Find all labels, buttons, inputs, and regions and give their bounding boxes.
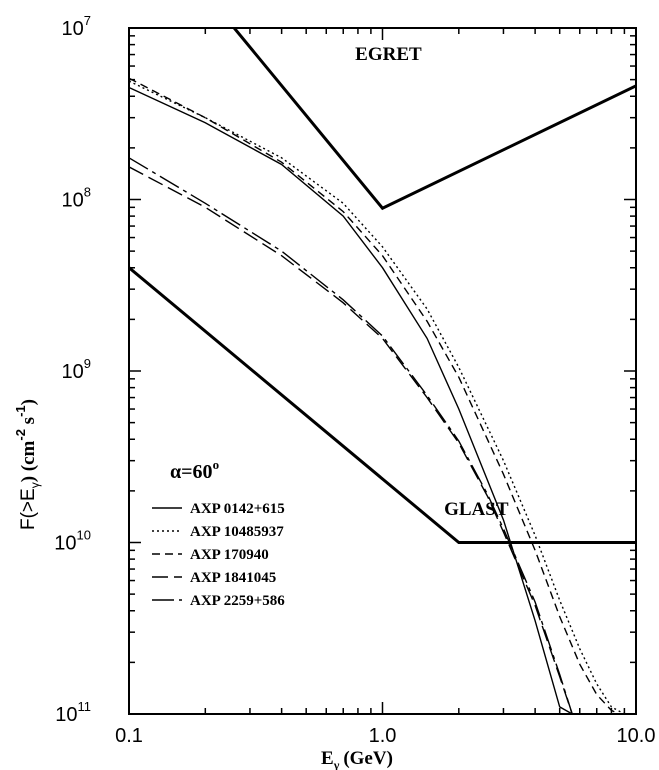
- y-tick-label: 107: [62, 13, 91, 40]
- x-tick-label: 0.1: [115, 725, 143, 747]
- x-axis-label: Eγ (GeV): [321, 748, 393, 770]
- series-line-4: [129, 166, 573, 714]
- sensitivity-layer: [129, 28, 636, 544]
- legend-title-sup: o: [213, 457, 220, 472]
- legend-label-5: AXP 2259+586: [190, 593, 285, 609]
- series-layer: [129, 77, 625, 714]
- egret-annotation: EGRET: [355, 44, 422, 65]
- y-label-sup2: -1: [13, 405, 28, 417]
- plot-frame: [128, 27, 637, 715]
- glast-sensitivity-line: [129, 266, 636, 544]
- x-axis-label-unit: (GeV): [343, 748, 393, 769]
- x-axis-label-sub: γ: [333, 758, 340, 770]
- y-label-mid2: s: [18, 417, 39, 429]
- legend-label-4: AXP 1841045: [190, 570, 276, 586]
- glast-annotation: GLAST: [444, 499, 509, 520]
- y-tick-label: 108: [62, 185, 91, 212]
- egret-sensitivity-line: [233, 28, 636, 211]
- legend: AXP 0142+615 AXP 10485937 AXP 170940 AXP 18…: [152, 501, 285, 609]
- series-line-3: [129, 77, 620, 714]
- series-line-5: [129, 157, 573, 714]
- legend-title: α=60o: [170, 457, 219, 483]
- legend-label-3: AXP 170940: [190, 547, 269, 563]
- legend-title-text: α=60: [170, 461, 213, 483]
- y-tick-label: 109: [62, 356, 91, 383]
- tick-layer: 0.1 1.0 10.0 107 108 109 1010 1011: [54, 13, 655, 747]
- legend-label-1: AXP 0142+615: [190, 501, 285, 517]
- y-label-prefix: F(>E: [18, 488, 39, 530]
- y-axis-label: F(>Eγ) (cm-2 s-1): [13, 399, 42, 530]
- x-axis-label-main: E: [321, 748, 334, 769]
- x-tick-label: 10.0: [617, 725, 656, 747]
- legend-label-2: AXP 10485937: [190, 524, 284, 540]
- y-label-mid: ) (cm: [18, 440, 39, 482]
- y-tick-label: 1010: [54, 528, 91, 555]
- y-label-sub: γ: [28, 482, 42, 488]
- y-label-end: ): [18, 399, 39, 405]
- series-line-2: [129, 80, 625, 714]
- plot-border: [128, 27, 637, 715]
- series-line-1: [129, 86, 573, 714]
- x-tick-label: 1.0: [369, 725, 397, 747]
- y-tick-label: 1011: [55, 699, 91, 726]
- y-label-sup1: -2: [13, 429, 28, 441]
